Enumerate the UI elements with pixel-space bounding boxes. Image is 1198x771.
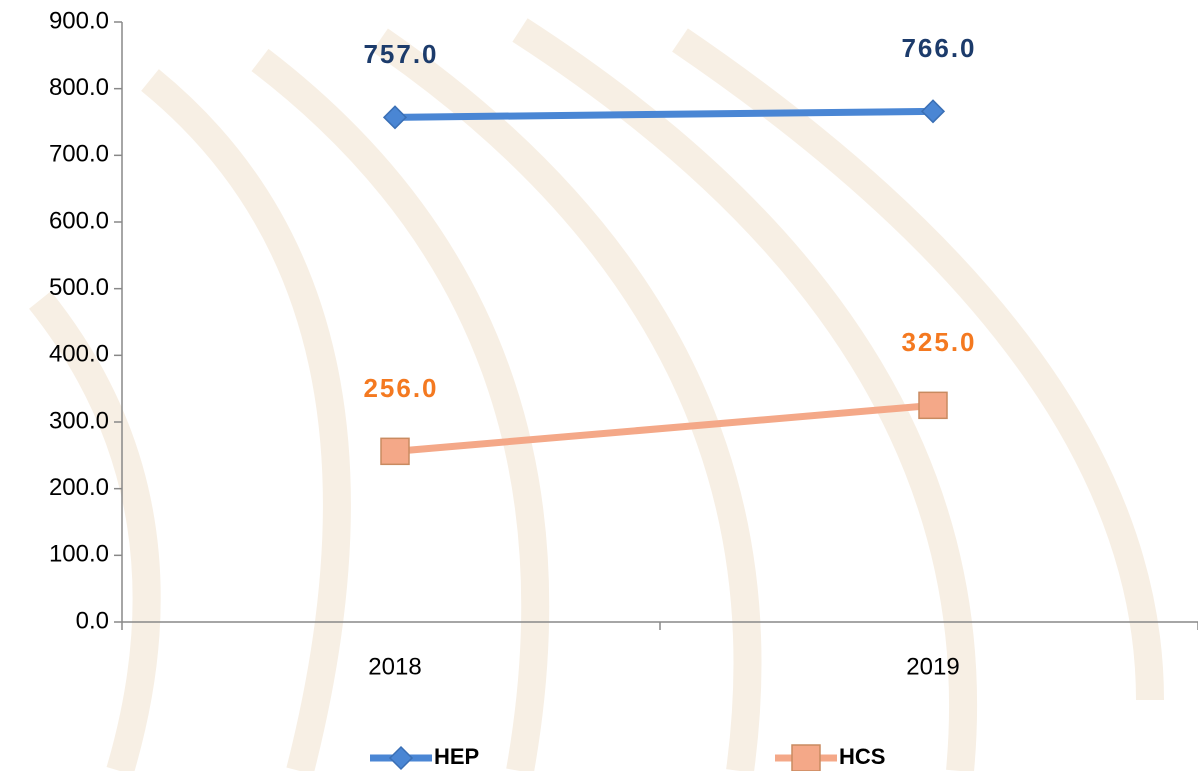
y-tick-label: 800.0 <box>49 74 109 101</box>
value-label: 256.0 <box>363 373 438 403</box>
value-label: 325.0 <box>901 327 976 357</box>
legend-label: HCS <box>839 744 885 769</box>
y-tick-label: 0.0 <box>76 607 109 634</box>
y-tick-label: 500.0 <box>49 274 109 301</box>
page: {"chart_data": {"type": "line", "categor… <box>0 0 1198 771</box>
y-tick-label: 300.0 <box>49 407 109 434</box>
marker <box>390 747 412 769</box>
value-label: 766.0 <box>901 33 976 63</box>
marker <box>922 100 944 122</box>
marker <box>792 745 820 771</box>
chart: 0.0 100.0 200.0 300.0 400.0 500.0 600.0 700.0 80… <box>0 0 1198 771</box>
y-tick-label: 100.0 <box>49 541 109 568</box>
x-tick-label: 2019 <box>906 653 959 680</box>
series-line <box>395 405 933 451</box>
y-tick-label: 900.0 <box>49 7 109 34</box>
y-tick-label: 700.0 <box>49 141 109 168</box>
legend-label: HEP <box>434 744 479 769</box>
y-tick-label: 600.0 <box>49 207 109 234</box>
marker <box>919 392 947 418</box>
value-label: 757.0 <box>363 39 438 69</box>
x-tick-label: 2018 <box>368 653 421 680</box>
marker <box>384 106 406 128</box>
y-tick-label: 400.0 <box>49 341 109 368</box>
watermark <box>40 30 1150 771</box>
y-tick-label: 200.0 <box>49 474 109 501</box>
marker <box>381 438 409 464</box>
